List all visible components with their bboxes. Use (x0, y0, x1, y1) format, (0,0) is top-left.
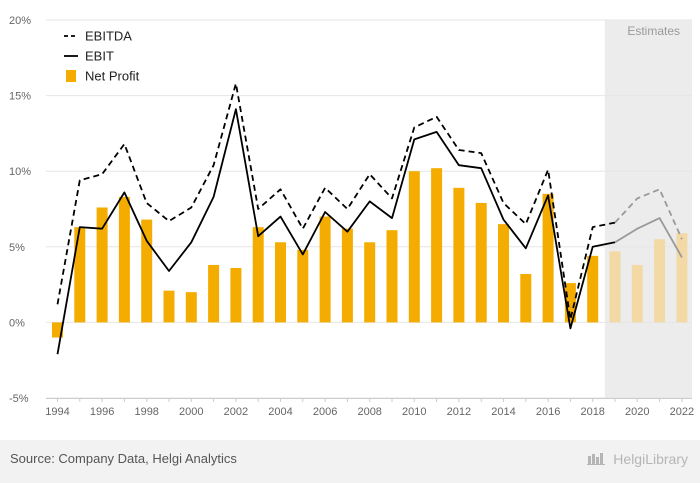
x-tick-label: 2000 (179, 406, 203, 418)
source-note: Source: Company Data, Helgi Analytics (10, 451, 237, 466)
library-logo-icon (587, 452, 607, 466)
net-profit-bar (252, 227, 264, 323)
x-tick-label: 2016 (536, 406, 560, 418)
net-profit-bar (408, 171, 420, 323)
x-tick-label: 1998 (134, 406, 158, 418)
net-profit-bar (185, 292, 197, 323)
net-profit-bar (319, 216, 331, 323)
ebitda-line-actual (56, 82, 616, 321)
estimates-region (604, 20, 692, 398)
net-profit-bar (587, 255, 599, 323)
net-profit-bar (475, 202, 487, 323)
net-profit-bar (208, 264, 220, 323)
net-profit-bar (609, 251, 621, 323)
x-tick-label: 2006 (313, 406, 337, 418)
y-tick-label: 5% (9, 242, 25, 254)
y-tick-label: 0% (9, 317, 25, 329)
net-profit-bar (498, 224, 509, 323)
net-profit-bar (386, 230, 398, 323)
net-profit-bar (564, 283, 576, 323)
net-profit-bar (520, 274, 532, 323)
net-profit-bar (341, 228, 353, 323)
legend-label: EBITDA (85, 29, 132, 44)
x-tick-label: 2002 (224, 406, 248, 418)
net-profit-bar (676, 233, 688, 323)
net-profit-bar (141, 219, 153, 323)
net-profit-bar (118, 196, 130, 323)
net-profit-bar (163, 290, 175, 323)
x-tick-label: 1996 (90, 406, 114, 418)
net-profit-bar (542, 193, 554, 323)
brand-logo: HelgiLibrary (587, 451, 688, 467)
x-tick-label: 2018 (580, 406, 604, 418)
estimates-label: Estimates (627, 24, 680, 38)
y-tick-label: -5% (9, 393, 29, 405)
x-tick-label: 2014 (491, 406, 515, 418)
net-profit-bar (230, 267, 242, 323)
x-tick-label: 1994 (45, 406, 69, 418)
net-profit-bar (52, 322, 63, 338)
ebit-line-actual (56, 108, 616, 355)
chart-canvas: Estimates 20% 15% 10% 5% 0% -5% 1994 1996 1998 20… (9, 15, 694, 418)
net-profit-bar (654, 239, 666, 323)
y-tick-label: 10% (9, 166, 31, 178)
legend-label: Net Profit (85, 69, 140, 84)
legend-label: EBIT (85, 49, 114, 64)
ebitda-line-estimate (614, 188, 683, 240)
x-tick-label: 2004 (268, 406, 292, 418)
net-profit-bar (453, 187, 465, 323)
ebit-line-estimate (614, 217, 683, 258)
brand-name: HelgiLibrary (613, 451, 688, 467)
net-profit-bar (631, 264, 643, 323)
x-tick-label: 2010 (402, 406, 426, 418)
x-tick-label: 2008 (357, 406, 381, 418)
footer-bar (0, 440, 700, 483)
net-profit-bar (431, 168, 443, 323)
y-tick-label: 15% (9, 91, 31, 103)
legend-swatch-net-profit (66, 70, 76, 82)
y-tick-label: 20% (9, 15, 31, 27)
x-tick-label: 2022 (670, 406, 694, 418)
net-profit-bar (297, 249, 309, 323)
net-profit-bar (96, 207, 108, 323)
x-tick-label: 2012 (447, 406, 471, 418)
net-profit-bar (275, 242, 286, 323)
net-profit-bar (364, 242, 376, 323)
x-tick-label: 2020 (625, 406, 649, 418)
net-profit-bar (74, 227, 86, 323)
